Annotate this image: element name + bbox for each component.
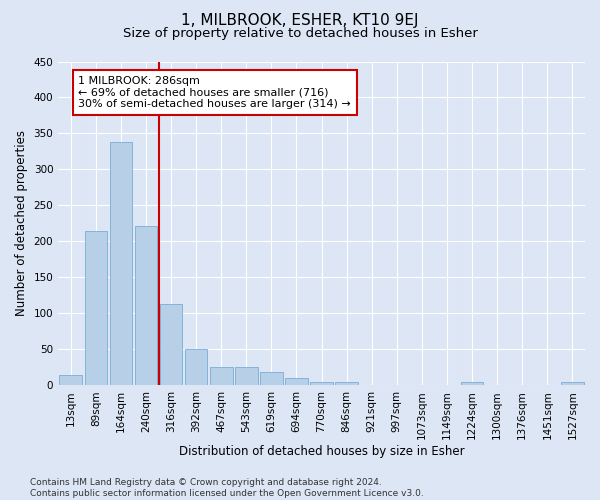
Bar xyxy=(260,372,283,386)
Bar xyxy=(110,142,132,386)
Text: 1, MILBROOK, ESHER, KT10 9EJ: 1, MILBROOK, ESHER, KT10 9EJ xyxy=(181,12,419,28)
Bar xyxy=(561,382,584,386)
Bar xyxy=(285,378,308,386)
Text: Size of property relative to detached houses in Esher: Size of property relative to detached ho… xyxy=(122,28,478,40)
Bar xyxy=(134,226,157,386)
Bar xyxy=(160,304,182,386)
Text: 1 MILBROOK: 286sqm
← 69% of detached houses are smaller (716)
30% of semi-detach: 1 MILBROOK: 286sqm ← 69% of detached hou… xyxy=(78,76,351,109)
Bar xyxy=(210,366,233,386)
Text: Contains HM Land Registry data © Crown copyright and database right 2024.
Contai: Contains HM Land Registry data © Crown c… xyxy=(30,478,424,498)
Bar xyxy=(235,366,257,386)
Bar xyxy=(310,382,333,386)
Bar xyxy=(185,350,208,386)
Bar xyxy=(59,374,82,386)
Bar xyxy=(335,382,358,386)
Bar xyxy=(85,230,107,386)
X-axis label: Distribution of detached houses by size in Esher: Distribution of detached houses by size … xyxy=(179,444,464,458)
Bar xyxy=(461,382,484,386)
Y-axis label: Number of detached properties: Number of detached properties xyxy=(15,130,28,316)
